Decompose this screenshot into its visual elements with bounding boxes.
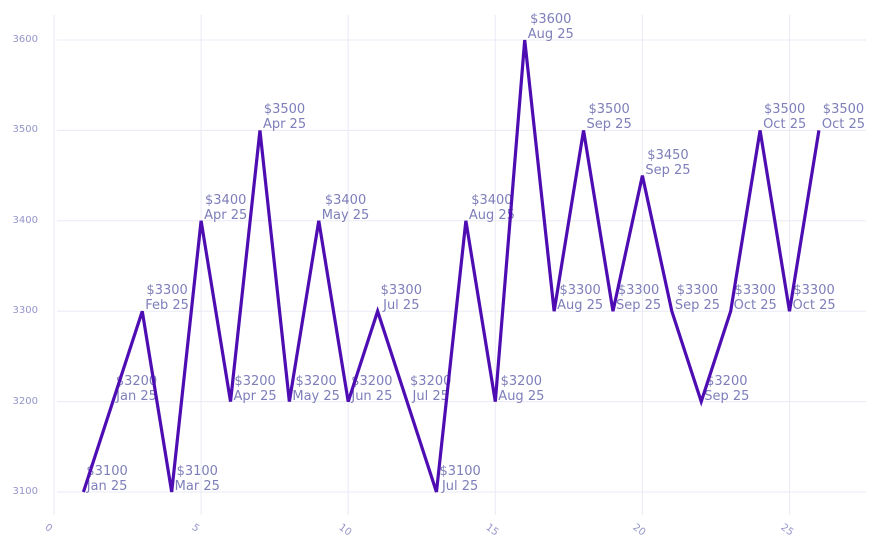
- point-price: $3500: [263, 102, 306, 118]
- point-price: $3400: [324, 192, 367, 208]
- point-label: $3200 Sep 25: [704, 374, 749, 404]
- point-price: $3200: [706, 373, 748, 389]
- point-label: $3300 Jul 25: [381, 283, 422, 313]
- point-date: Feb 25: [145, 298, 189, 314]
- point-price: $3100: [176, 464, 218, 479]
- point-date: May 25: [321, 207, 370, 223]
- point-price: $3500: [763, 102, 806, 118]
- point-price: $3500: [588, 102, 630, 118]
- point-label: $3500 Oct 25: [763, 102, 806, 132]
- point-price: $3200: [500, 373, 542, 389]
- point-label: $3200 Jan 25: [116, 374, 157, 404]
- point-label: $3100 Jan 25: [86, 464, 127, 494]
- point-label: $3100 Jul 25: [439, 464, 480, 494]
- point-date: Sep 25: [586, 117, 632, 133]
- point-price: $3300: [676, 283, 719, 299]
- point-label: $3400 Apr 25: [204, 193, 247, 223]
- y-tick-label: 3500: [12, 124, 38, 136]
- x-tick-label: 25: [778, 522, 795, 539]
- point-price: $3200: [234, 373, 276, 389]
- point-label: $3300 Sep 25: [675, 283, 720, 313]
- point-label: $3200 Jul 25: [410, 374, 451, 404]
- x-tick-label: 5: [189, 522, 202, 535]
- point-price: $3600: [530, 12, 572, 27]
- point-price: $3200: [351, 373, 393, 389]
- point-date: Aug 25: [468, 207, 515, 223]
- point-date: Oct 25: [763, 117, 807, 133]
- point-date: Jan 25: [86, 479, 128, 494]
- point-label: $3300 Oct 25: [793, 283, 836, 313]
- y-tick-label: 3100: [12, 486, 38, 497]
- point-date: May 25: [292, 388, 340, 404]
- point-price: $3200: [410, 373, 452, 389]
- point-label: $3500 Sep 25: [587, 102, 632, 132]
- point-date: Oct 25: [733, 298, 777, 314]
- x-tick-label: 0: [42, 522, 55, 535]
- point-date: Sep 25: [645, 162, 691, 178]
- point-price: $3300: [146, 283, 188, 299]
- point-label: $3100 Mar 25: [175, 464, 220, 494]
- point-label: $3200 Aug 25: [498, 374, 544, 404]
- point-label: $3200 May 25: [292, 374, 340, 404]
- point-label: $3400 Aug 25: [469, 193, 515, 223]
- point-price: $3500: [822, 102, 865, 118]
- point-label: $3300 Aug 25: [557, 283, 603, 313]
- point-date: Sep 25: [704, 388, 750, 404]
- point-label: $3200 Jun 25: [351, 374, 392, 404]
- point-price: $3200: [115, 373, 158, 389]
- point-label: $3200 Apr 25: [234, 374, 277, 404]
- point-date: Aug 25: [527, 27, 574, 42]
- point-label: $3450 Sep 25: [645, 148, 690, 178]
- point-price: $3200: [295, 373, 337, 389]
- point-label: $3300 Sep 25: [616, 283, 661, 313]
- point-price: $3400: [205, 192, 247, 208]
- point-label: $3300 Oct 25: [734, 283, 777, 313]
- point-date: Jun 25: [351, 388, 393, 404]
- x-tick-label: 15: [483, 522, 501, 539]
- point-date: Jul 25: [412, 388, 449, 404]
- point-date: Jan 25: [116, 388, 157, 404]
- point-date: Sep 25: [674, 298, 720, 314]
- point-price: $3450: [647, 147, 689, 163]
- point-price: $3300: [559, 283, 601, 299]
- point-date: Jul 25: [383, 298, 420, 314]
- point-label: $3600 Aug 25: [528, 12, 574, 42]
- point-label: $3500 Apr 25: [263, 102, 306, 132]
- price-line: [81, 39, 821, 493]
- y-tick-label: 3200: [12, 395, 38, 407]
- point-date: Oct 25: [792, 298, 836, 314]
- point-label: $3300 Feb 25: [145, 283, 189, 313]
- point-date: Oct 25: [821, 117, 866, 133]
- point-price: $3400: [471, 192, 513, 208]
- point-label: $3400 May 25: [322, 193, 370, 223]
- point-date: Apr 25: [262, 117, 307, 133]
- y-tick-label: 3400: [12, 214, 38, 226]
- point-price: $3300: [380, 283, 422, 299]
- point-date: Sep 25: [615, 298, 662, 314]
- point-date: Aug 25: [557, 298, 604, 314]
- point-price: $3300: [734, 283, 776, 299]
- point-price: $3300: [793, 283, 835, 299]
- point-date: Jul 25: [441, 479, 479, 494]
- point-date: Apr 25: [233, 388, 277, 404]
- x-tick-label: 10: [336, 522, 354, 539]
- point-date: Aug 25: [498, 388, 545, 404]
- point-price: $3100: [439, 464, 481, 479]
- y-tick-label: 3600: [12, 34, 38, 45]
- x-tick-label: 20: [630, 522, 648, 539]
- point-price: $3100: [86, 464, 128, 479]
- point-price: $3300: [617, 283, 660, 299]
- point-date: Mar 25: [174, 479, 220, 494]
- point-label: $3500 Oct 25: [822, 102, 865, 132]
- point-date: Apr 25: [204, 207, 248, 223]
- y-tick-label: 3300: [12, 305, 38, 317]
